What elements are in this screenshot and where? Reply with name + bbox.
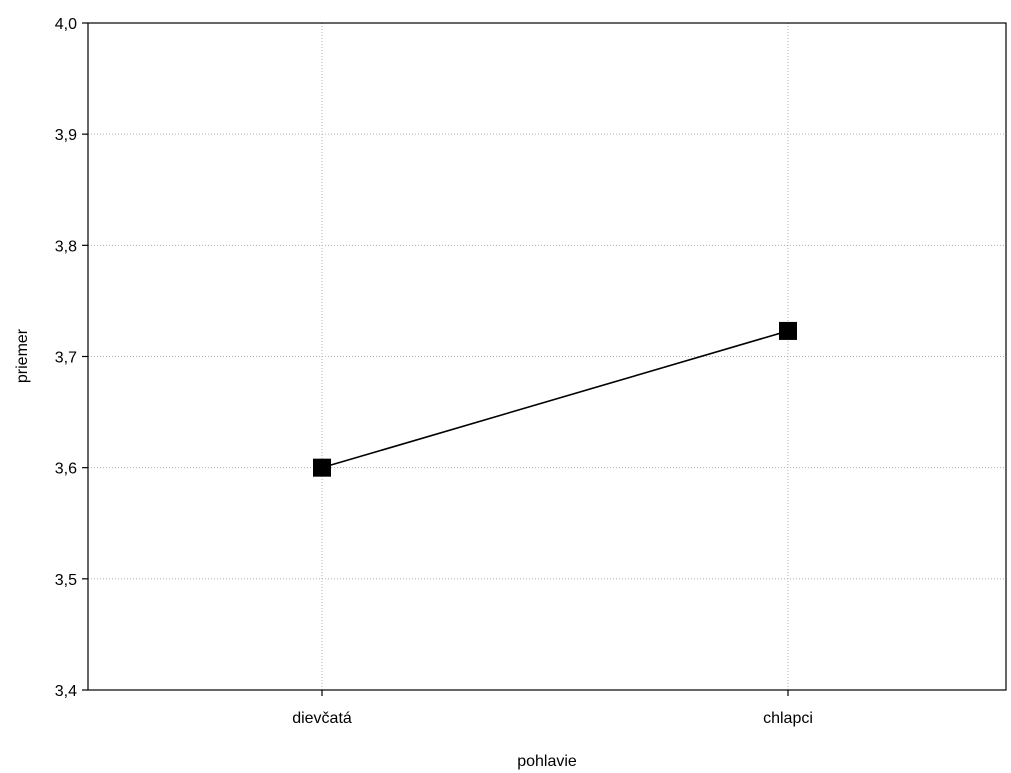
x-axis-title: pohlavie [517,753,577,770]
y-axis-title: priemer [14,328,31,383]
data-point-marker [313,458,331,477]
y-tick-label: 3,6 [55,461,77,478]
x-tick-label: chlapci [763,710,813,727]
y-tick-label: 3,8 [55,238,77,255]
x-tick-label: dievčatá [292,710,352,727]
series-line [313,321,797,477]
y-tick-label: 3,4 [55,683,77,700]
grid [88,23,1006,690]
y-axis: 3,4 3,5 3,6 3,7 3,8 3,9 4,0 [55,16,88,700]
series-polyline [321,330,789,469]
y-tick-label: 3,7 [55,350,77,367]
y-tick-label: 4,0 [55,16,77,33]
x-axis: dievčatá chlapci [292,690,813,727]
data-point-marker [779,321,797,340]
y-tick-label: 3,5 [55,572,77,589]
y-tick-label: 3,9 [55,127,77,144]
